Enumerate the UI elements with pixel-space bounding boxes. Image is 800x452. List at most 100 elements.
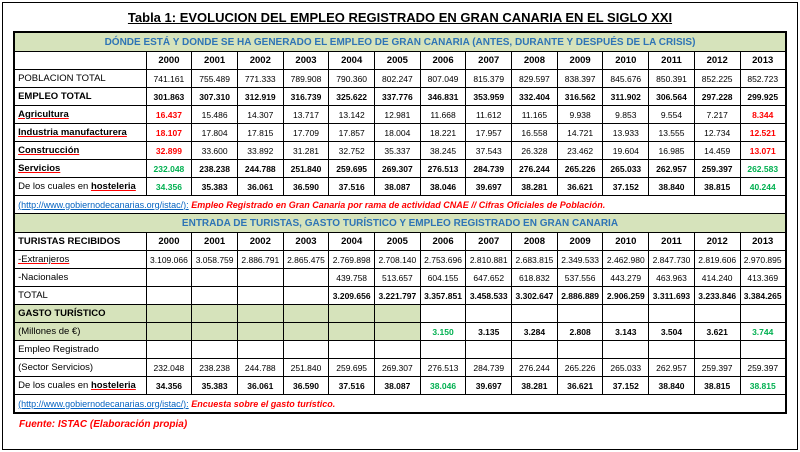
year-header-2013: 2013 [739, 51, 787, 70]
cell-construccion-2001: 33.600 [191, 141, 238, 160]
cell-total-turistas-2006: 3.357.851 [419, 286, 467, 305]
cell-total-turistas-2002 [236, 286, 284, 305]
cell-extranjeros-2009: 2.349.533 [556, 250, 604, 269]
cell-total-turistas-2003 [282, 286, 330, 305]
cell-poblacion-total-2012: 852.225 [693, 69, 741, 88]
cell-poblacion-total-2009: 838.397 [556, 69, 604, 88]
cell-hosteleria-turismo-2009: 36.621 [556, 376, 604, 395]
cell-gasto-turistico-2002 [236, 304, 284, 323]
cell-hosteleria-empleo-2006: 38.046 [419, 177, 467, 196]
cell-gasto-millones-2011: 3.504 [648, 322, 695, 341]
cell-hosteleria-empleo-2004: 37.516 [328, 177, 376, 196]
cell-extranjeros-2000: 3.109.066 [145, 250, 193, 269]
cell-empleo-registrado-2000 [145, 340, 193, 359]
cell-nacionales-2007: 647.652 [465, 268, 513, 287]
cell-poblacion-total-2005: 802.247 [374, 69, 421, 88]
table-row-extranjeros: -Extranjeros 3.109.066 3.058.759 2.886.791 2… [13, 250, 787, 269]
cell-sector-servicios-2008: 276.244 [511, 358, 558, 377]
cell-industria-manufacturera-2009: 14.721 [556, 123, 604, 142]
cell-poblacion-total-2006: 807.049 [419, 69, 467, 88]
cell-total-turistas-2011: 3.311.693 [648, 286, 695, 305]
cell-construccion-2011: 16.985 [648, 141, 695, 160]
cell-hosteleria-turismo-2005: 38.087 [374, 376, 421, 395]
cell-empleo-registrado-2006 [419, 340, 467, 359]
table-row-industria-manufacturera: Industria manufacturera 18.107 17.804 17.81… [13, 123, 787, 142]
year-header-2012: 2012 [693, 51, 741, 70]
cell-hosteleria-turismo-2011: 38.840 [648, 376, 695, 395]
istac-link-2[interactable]: (http://www.gobiernodecanarias.org/istac… [18, 398, 189, 409]
table-row-servicios: Servicios 232.048 238.238 244.788 251.840 259… [13, 159, 787, 178]
cell-extranjeros-2005: 2.708.140 [374, 250, 421, 269]
cell-empleo-total-2004: 325.622 [328, 87, 376, 106]
cell-gasto-millones-2013: 3.744 [739, 322, 787, 341]
cell-servicios-2005: 269.307 [374, 159, 421, 178]
cell-hosteleria-turismo-2007: 39.697 [465, 376, 513, 395]
year-header-2009: 2009 [556, 232, 604, 251]
cell-empleo-registrado-2003 [282, 340, 330, 359]
cell-poblacion-total-2007: 815.379 [465, 69, 513, 88]
cell-construccion-2013: 13.071 [739, 141, 787, 160]
year-header-2000: 2000 [145, 51, 193, 70]
cell-industria-manufacturera-2004: 17.857 [328, 123, 376, 142]
cell-total-turistas-2000 [145, 286, 193, 305]
cell-servicios-2013: 262.583 [739, 159, 787, 178]
section2-header: ENTRADA DE TURISTAS, GASTO TURÍSTICO Y E… [13, 213, 787, 233]
row-label-empleo-registrado: Empleo Registrado [13, 340, 147, 359]
cell-agricultura-2006: 11.668 [419, 105, 467, 124]
cell-industria-manufacturera-2008: 16.558 [511, 123, 558, 142]
cell-hosteleria-empleo-2000: 34.356 [145, 177, 193, 196]
cell-servicios-2001: 238.238 [191, 159, 238, 178]
cell-nacionales-2008: 618.832 [511, 268, 558, 287]
cell-nacionales-2004: 439.758 [328, 268, 376, 287]
cell-extranjeros-2006: 2.753.696 [419, 250, 467, 269]
cell-hosteleria-turismo-2001: 35.383 [191, 376, 238, 395]
cell-empleo-total-2010: 311.902 [602, 87, 650, 106]
cell-servicios-2007: 284.739 [465, 159, 513, 178]
cell-nacionales-2001 [191, 268, 238, 287]
cell-hosteleria-empleo-2008: 38.281 [511, 177, 558, 196]
cell-construccion-2006: 38.245 [419, 141, 467, 160]
table-row-sector-servicios: (Sector Servicios) 232.048 238.238 244.788 2… [13, 358, 787, 377]
cell-gasto-millones-2001 [191, 322, 238, 341]
year-header-2011: 2011 [648, 51, 695, 70]
year-header-2004: 2004 [328, 232, 376, 251]
section2-header-row: ENTRADA DE TURISTAS, GASTO TURÍSTICO Y E… [13, 213, 787, 233]
row-label-prefix-hosteleria-empleo: De los cuales en [18, 181, 91, 192]
cell-hosteleria-empleo-2011: 38.840 [648, 177, 695, 196]
cell-sector-servicios-2000: 232.048 [145, 358, 193, 377]
cell-sector-servicios-2011: 262.957 [648, 358, 695, 377]
istac-link-1[interactable]: (http://www.gobiernodecanarias.org/istac… [18, 199, 189, 210]
cell-extranjeros-2001: 3.058.759 [191, 250, 238, 269]
cell-total-turistas-2009: 2.886.889 [556, 286, 604, 305]
cell-empleo-total-2013: 299.925 [739, 87, 787, 106]
cell-hosteleria-turismo-2004: 37.516 [328, 376, 376, 395]
cell-agricultura-2005: 12.981 [374, 105, 421, 124]
cell-gasto-millones-2012: 3.621 [693, 322, 741, 341]
cell-industria-manufacturera-2012: 12.734 [693, 123, 741, 142]
cell-nacionales-2011: 463.963 [648, 268, 695, 287]
cell-nacionales-2000 [145, 268, 193, 287]
cell-gasto-turistico-2010 [602, 304, 650, 323]
cell-agricultura-2010: 9.853 [602, 105, 650, 124]
cell-industria-manufacturera-2003: 17.709 [282, 123, 330, 142]
cell-total-turistas-2013: 3.384.265 [739, 286, 787, 305]
cell-total-turistas-2010: 2.906.259 [602, 286, 650, 305]
cell-industria-manufacturera-2007: 17.957 [465, 123, 513, 142]
cell-empleo-registrado-2002 [236, 340, 284, 359]
cell-sector-servicios-2003: 251.840 [282, 358, 330, 377]
cell-agricultura-2004: 13.142 [328, 105, 376, 124]
cell-hosteleria-empleo-2010: 37.152 [602, 177, 650, 196]
cell-sector-servicios-2004: 259.695 [328, 358, 376, 377]
cell-empleo-total-2006: 346.831 [419, 87, 467, 106]
note2-row: (http://www.gobiernodecanarias.org/istac… [13, 394, 787, 414]
cell-empleo-registrado-2009 [556, 340, 604, 359]
row-label-gasto-millones: (Millones de €) [13, 322, 147, 341]
cell-construccion-2000: 32.899 [145, 141, 193, 160]
row-label-agricultura: Agricultura [13, 105, 147, 124]
cell-hosteleria-empleo-2012: 38.815 [693, 177, 741, 196]
row-label-gasto-turistico: GASTO TURÍSTICO [13, 304, 147, 323]
cell-agricultura-2002: 14.307 [236, 105, 284, 124]
cell-servicios-2010: 265.033 [602, 159, 650, 178]
cell-poblacion-total-2008: 829.597 [511, 69, 558, 88]
